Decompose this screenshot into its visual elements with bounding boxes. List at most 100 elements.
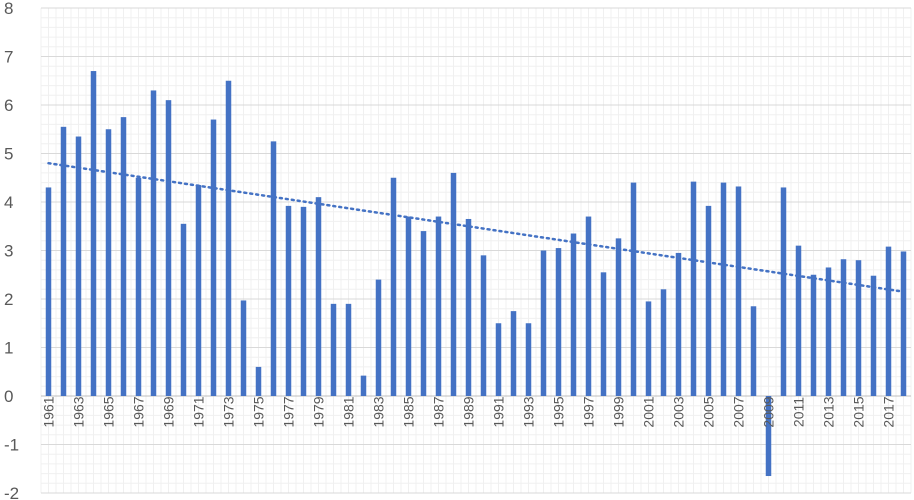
bar-2009 [765,396,772,477]
bar-1968 [150,90,157,396]
y-tick-label: 8 [4,0,13,18]
x-tick-label: 2011 [791,397,807,427]
y-tick-label: -1 [4,436,19,455]
bars [45,71,907,477]
x-tick-label: 1983 [371,396,387,427]
y-tick-label: 3 [4,242,13,261]
bar-1988 [450,172,457,396]
x-tick-label: 1963 [71,396,87,427]
bar-1987 [435,216,442,396]
bar-2003 [675,252,682,396]
bar-2017 [885,246,892,396]
x-tick-label: 1991 [491,396,507,427]
bar-1969 [165,100,172,397]
bar-1962 [60,126,67,396]
x-tick-label: 1977 [281,396,297,427]
x-tick-label: 2013 [821,396,837,427]
bar-1961 [45,187,52,396]
x-tick-label: 2003 [671,396,687,427]
bar-1978 [300,206,307,396]
bar-2010 [780,187,787,396]
x-tick-label: 2007 [731,396,747,427]
bar-1979 [315,197,322,396]
y-tick-label: 7 [4,48,13,67]
bar-1973 [225,80,232,396]
bar-1975 [255,366,262,396]
bar-2002 [660,289,667,396]
x-tick-label: 1965 [101,396,117,427]
bar-1985 [405,216,412,396]
grid [40,7,912,494]
x-tick-label: 1973 [221,396,237,427]
bar-2008 [750,306,757,396]
bar-1994 [540,250,547,396]
x-tick-label: 1981 [341,396,357,427]
bar-2005 [705,205,712,396]
x-tick-label: 2001 [641,396,657,427]
bar-1965 [105,129,112,396]
x-tick-label: 1993 [521,396,537,427]
bar-1980 [330,303,337,396]
x-axis: 1961 1963 1965 1967 1969 1971 1973 1975 1977 1979… [41,396,897,427]
x-tick-label: 1961 [41,396,57,427]
bar-1976 [270,141,277,396]
bar-1995 [555,248,562,396]
bar-1992 [510,311,517,396]
bar-2016 [870,275,877,396]
x-tick-label: 1975 [251,396,267,427]
bar-1991 [495,323,502,396]
bar-1984 [390,177,397,396]
bar-2006 [720,182,727,396]
bar-2001 [645,301,652,396]
y-tick-label: 6 [4,96,13,115]
bar-2014 [840,259,847,396]
y-tick-label: 2 [4,290,13,309]
bar-2018 [900,251,907,396]
bar-2000 [630,182,637,396]
bar-1963 [75,136,82,396]
bar-2007 [735,186,742,396]
x-tick-label: 1999 [611,396,627,427]
y-axis: -2 -1 0 1 2 3 4 5 6 7 8 [4,0,19,500]
trendline [47,161,905,293]
bar-1983 [375,279,382,396]
bar-1990 [480,255,487,396]
bar-1977 [285,205,292,396]
x-tick-label: 1987 [431,396,447,427]
bar-1996 [570,233,577,396]
bar-1971 [195,185,202,396]
x-tick-label: 1985 [401,396,417,427]
bar-1964 [90,71,97,397]
x-tick-label: 1967 [131,396,147,427]
trendline-layer [47,161,905,293]
y-tick-label: 0 [4,387,13,406]
x-tick-label: 1969 [161,396,177,427]
bar-2015 [855,260,862,396]
x-tick-label: 1979 [311,396,327,427]
bar-1993 [525,323,532,396]
x-tick-label: 1995 [551,396,567,427]
x-tick-label: 2005 [701,396,717,427]
y-tick-label: 4 [4,193,13,212]
bar-1966 [120,117,127,396]
bar-2011 [795,245,802,396]
bar-1974 [240,300,247,396]
y-tick-label: 5 [4,145,13,164]
bar-1989 [465,218,472,396]
bar-1981 [345,303,352,396]
x-tick-label: 2009 [761,396,777,427]
bar-1982 [360,375,367,396]
bar-1972 [210,119,217,397]
bar-1998 [600,272,607,396]
bar-1986 [420,231,427,396]
x-tick-label: 1989 [461,396,477,427]
x-tick-label: 2017 [881,396,897,427]
bar-1999 [615,238,622,396]
bar-1997 [585,216,592,396]
bar-2012 [810,274,817,396]
bar-2013 [825,267,832,396]
x-tick-label: 1997 [581,396,597,427]
y-tick-label: -2 [4,484,19,500]
